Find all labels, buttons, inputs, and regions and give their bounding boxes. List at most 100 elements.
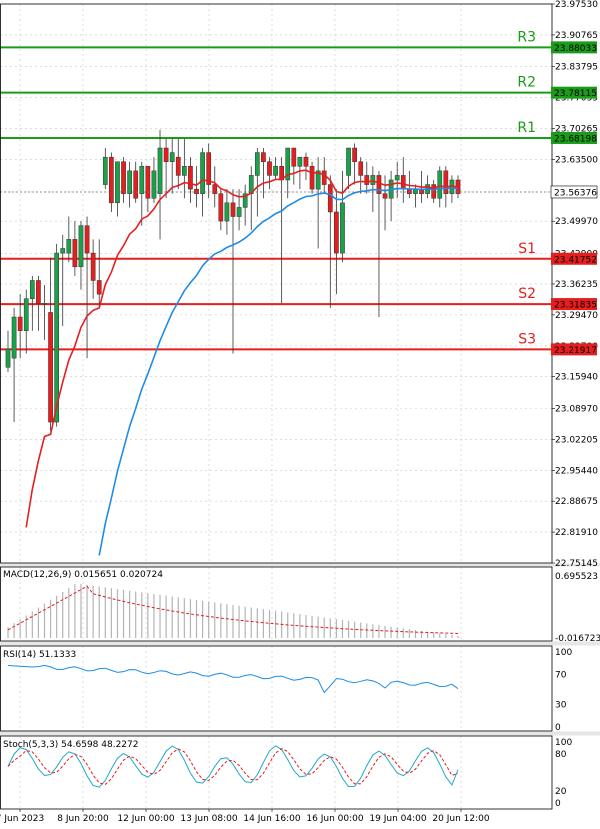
candle-body [309,166,315,190]
pivot-tag-value: 23.68198 [554,134,597,144]
pivot-tag-s1 [551,252,597,265]
stoch-tick-label: 100 [555,738,572,748]
time-axis: 7 Jun 2023 8 Jun 20:00 12 Jun 00:00 13 Jun … [0,809,490,824]
candle-body [194,188,199,194]
candle-body [109,156,114,204]
pivot-label-r2: R2 [517,75,536,91]
candle-body [218,193,224,222]
candle-body [352,147,357,162]
time-tick-label: 14 Jun 16:00 [243,814,300,824]
indicator-axes: 0.695523 -0.016723 100 70 30 0 100 80 20 0 [555,572,600,809]
time-tick-label: 16 Jun 00:00 [306,814,363,824]
price-tick-label: 22.95440 [555,466,598,476]
price-tick-label: 23.70265 [555,125,598,135]
main-panel: R3 R2 R1 S1 S2 S3 [0,3,552,809]
candle-body [206,152,212,185]
pivot-tag-value: 23.88033 [554,44,597,54]
pivot-tag-value: 23.21917 [554,346,597,356]
candle-body [163,147,169,162]
candle-body [42,303,47,305]
stoch-tick-label: 20 [555,787,567,797]
candle-body [102,156,108,185]
candle-body [273,166,278,176]
pivot-label-r1: R1 [517,120,536,136]
current-price-box [550,185,598,199]
pivot-label-s2: S2 [518,286,536,302]
candle-body [230,202,236,217]
rsi-line [7,664,459,694]
candle-body [23,298,29,331]
candle-body [157,147,163,194]
price-tick-label: 23.02205 [555,435,598,445]
price-tick-label: 23.08970 [555,405,598,415]
candle-body [254,152,260,176]
candle-body [188,166,193,190]
pivot-tag-r1 [551,131,597,144]
rsi-panel: RSI(14) 51.1333 [3,650,459,694]
price-tick-label: 23.49970 [555,217,598,227]
candle-body [36,280,41,304]
stoch-k-line [7,745,459,788]
current-price-value: 23.56376 [554,188,597,198]
pivot-label-s1: S1 [518,241,536,257]
candle-body [224,202,230,222]
candle-body [212,184,218,194]
candle-body [267,161,272,176]
macd-panel: MACD(12,26,9) 0.015651 0.020724 [3,570,459,638]
candle-body [236,207,242,217]
time-tick-label: 20 Jun 12:00 [432,814,489,824]
pivot-tag-value: 23.78115 [554,89,597,99]
price-tick-label: 22.75145 [555,559,598,569]
macd-tick-label: 0.695523 [555,572,598,582]
time-tick-label: 12 Jun 00:00 [117,814,174,824]
pivot-tag-r2 [551,86,597,99]
candle-body [242,193,248,208]
candle-body [121,161,126,194]
candle-body [334,211,339,254]
rsi-tick-label: 70 [555,671,567,681]
time-tick-label: 19 Jun 04:00 [369,814,426,824]
candle-body [364,175,370,185]
candle-body [291,147,297,167]
candle-body [48,312,53,423]
candle-body [431,184,437,199]
price-axis: 23.9753023.9076523.8379523.7703523.70265… [552,0,598,569]
candle-body [139,166,145,194]
rsi-tick-label: 0 [555,723,561,733]
candle-body [437,170,443,199]
candle-body [66,239,72,254]
candle-body [382,193,388,199]
candle-body [60,248,66,254]
price-tick-label: 23.15940 [555,373,598,383]
pivot-tag-r3 [551,41,597,54]
candle-body [90,252,96,281]
candle-body [285,147,291,181]
time-tick-label: 8 Jun 20:00 [57,814,109,824]
stoch-title: Stoch(5,3,3) 54.6598 48.2272 [3,740,138,750]
candle-body [84,225,90,254]
candle-body [169,152,175,162]
candle-body [303,156,309,167]
candle-body [261,152,266,162]
candle-body [127,170,132,194]
price-tick-label: 23.29470 [555,311,598,321]
candle-body [200,152,205,194]
candle-body [182,166,187,176]
slow-moving-average-line [98,187,459,556]
rsi-tick-label: 30 [555,701,567,711]
candle-body [376,175,382,194]
macd-title: MACD(12,26,9) 0.015651 0.020724 [3,570,163,580]
price-tick-label: 23.63500 [555,155,598,165]
candle-body [443,170,449,194]
stoch-panel: Stoch(5,3,3) 54.6598 48.2272 [3,740,459,788]
candle-body [11,316,17,359]
candle-body [315,170,321,190]
candle-body [29,280,35,299]
panel-frame [0,735,553,810]
pivot-tag-value: 23.41752 [554,255,597,265]
candle-body [394,175,400,181]
candle-body [72,239,78,268]
macd-tick-label: -0.016723 [555,634,600,644]
stoch-tick-label: 0 [555,799,561,809]
